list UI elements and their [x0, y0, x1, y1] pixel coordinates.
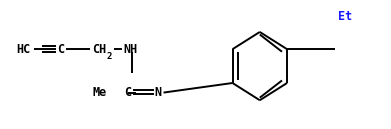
Text: Me: Me — [92, 86, 106, 99]
Text: C: C — [57, 43, 65, 56]
Text: CH: CH — [92, 43, 106, 56]
Text: HC: HC — [16, 43, 30, 56]
Text: N: N — [154, 86, 162, 99]
Text: Et: Et — [338, 10, 352, 23]
Text: 2: 2 — [107, 52, 112, 61]
Text: NH: NH — [124, 43, 138, 56]
Text: C: C — [125, 86, 132, 99]
